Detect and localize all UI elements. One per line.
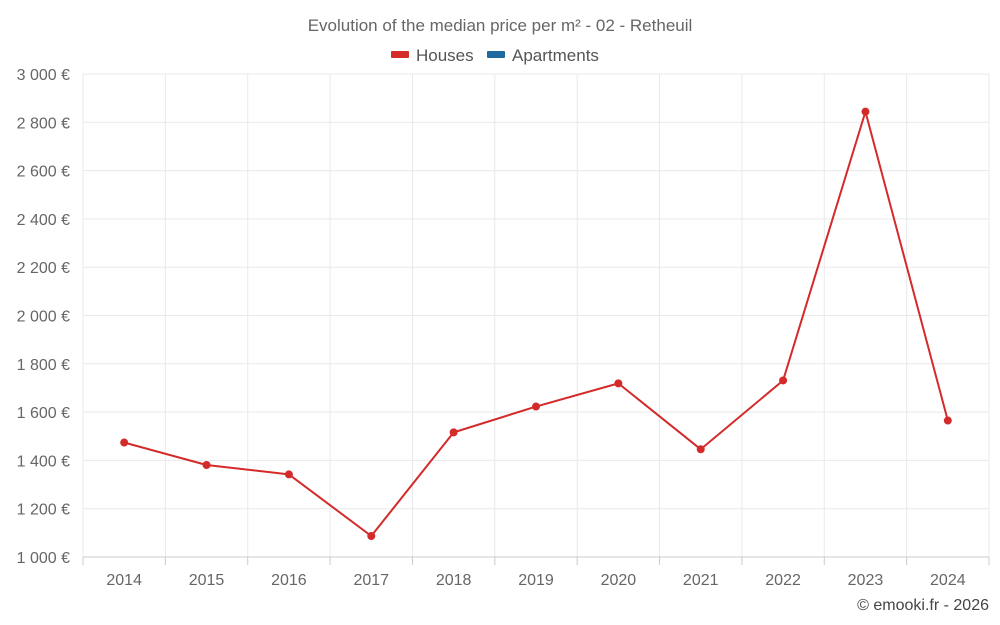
x-tick-label: 2022	[765, 572, 801, 589]
data-point-houses	[696, 445, 705, 454]
data-point-houses	[614, 379, 623, 388]
x-tick-label: 2019	[518, 572, 554, 589]
grid	[82, 73, 990, 557]
credit-text: © emooki.fr - 2026	[857, 597, 989, 614]
data-point-houses	[367, 531, 376, 540]
y-tick-label: 1 400 €	[17, 453, 70, 470]
y-tick-label: 1 600 €	[17, 405, 70, 422]
x-tick-label: 2021	[683, 572, 719, 589]
y-tick-label: 2 600 €	[17, 164, 70, 181]
y-tick-label: 1 200 €	[17, 502, 70, 519]
x-tick-label: 2023	[848, 572, 884, 589]
series	[120, 107, 952, 540]
legend-label-houses: Houses	[416, 46, 474, 65]
data-point-houses	[943, 416, 952, 425]
y-tick-label: 3 000 €	[17, 67, 70, 84]
data-point-houses	[779, 376, 788, 385]
x-tick-label: 2014	[106, 572, 142, 589]
x-axis-ticks: 2014 2015 2016 2017 2018 2019 2020 2021 2022 2023…	[106, 572, 965, 589]
legend-swatch-houses	[391, 51, 409, 58]
legend-swatch-apartments	[487, 51, 505, 58]
data-point-houses	[202, 460, 211, 469]
y-tick-label: 1 000 €	[17, 550, 70, 567]
chart-title: Evolution of the median price per m² - 0…	[308, 16, 693, 35]
y-axis-ticks: 1 000 € 1 200 € 1 400 € 1 600 € 1 800 € 2 000…	[17, 67, 70, 567]
x-tick-label: 2016	[271, 572, 307, 589]
x-tick-label: 2015	[189, 572, 225, 589]
y-tick-label: 2 800 €	[17, 115, 70, 132]
data-point-houses	[861, 107, 870, 116]
legend-item-apartments[interactable]: Apartments	[487, 46, 599, 65]
y-tick-label: 2 000 €	[17, 309, 70, 326]
x-tick-label: 2020	[601, 572, 637, 589]
axes	[82, 556, 990, 565]
y-tick-label: 1 800 €	[17, 357, 70, 374]
x-tick-label: 2024	[930, 572, 966, 589]
y-tick-label: 2 200 €	[17, 260, 70, 277]
data-point-houses	[532, 402, 540, 411]
x-tick-label: 2018	[436, 572, 472, 589]
data-point-houses	[449, 428, 458, 437]
data-point-houses	[120, 438, 129, 447]
legend-item-houses[interactable]: Houses	[391, 46, 474, 65]
legend: Houses Apartments	[391, 46, 599, 65]
y-tick-label: 2 400 €	[17, 212, 70, 229]
legend-label-apartments: Apartments	[512, 46, 599, 65]
data-point-houses	[284, 470, 293, 479]
x-tick-label: 2017	[353, 572, 389, 589]
